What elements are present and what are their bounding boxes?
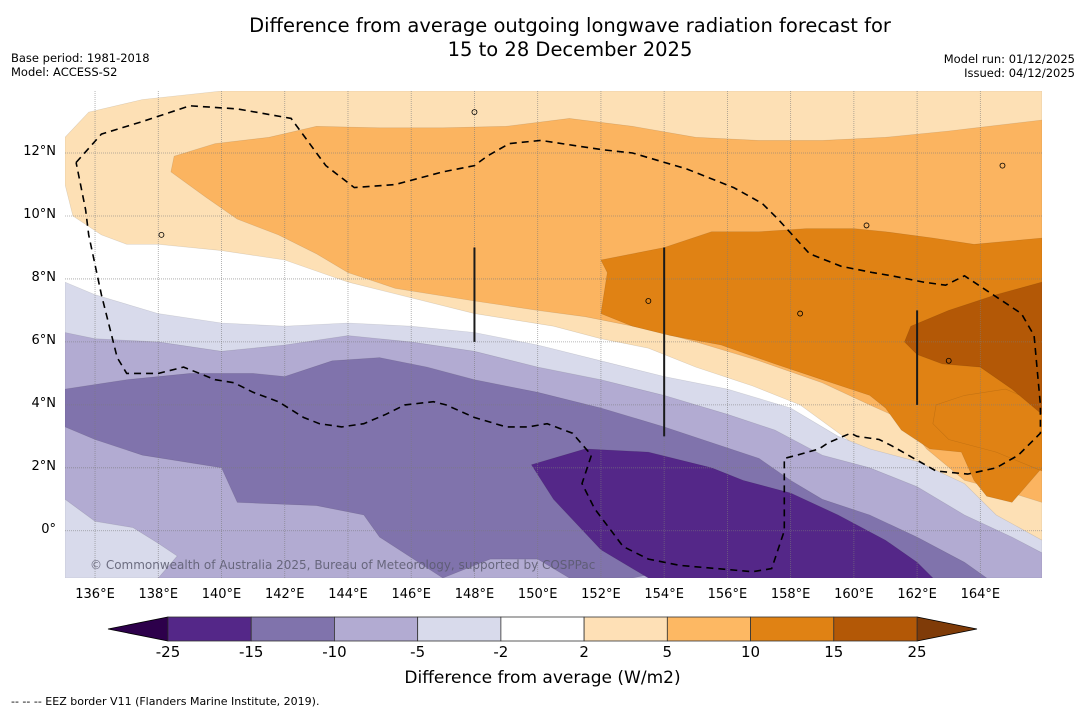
meta-left: Base period: 1981-2018 Model: ACCESS-S2: [11, 51, 150, 79]
longitude-tick-label: 164°E: [960, 587, 1001, 602]
colorbar-tick-label: -2: [493, 643, 509, 661]
model-run-date: Model run: 01/12/2025: [943, 52, 1075, 66]
colorbar-tick-label: 2: [579, 643, 589, 661]
title-line-1: Difference from average outgoing longwav…: [249, 14, 891, 37]
longitude-tick-label: 150°E: [517, 587, 558, 602]
contour-region: [600, 228, 1042, 503]
colorbar-tick-label: 5: [662, 643, 673, 661]
title-line-2: 15 to 28 December 2025: [447, 38, 693, 61]
longitude-tick-label: 156°E: [707, 587, 748, 602]
colorbar-tick-label: 10: [741, 643, 761, 661]
island-outline: [999, 162, 1006, 169]
contour-region: [65, 498, 178, 578]
eez-legend-footnote: -- -- -- EEZ border V11 (Flanders Marine…: [11, 695, 320, 708]
chart-title: Difference from average outgoing longwav…: [0, 14, 1085, 62]
latitude-tick-label: 12°N: [23, 144, 56, 160]
island-outline: [863, 222, 870, 229]
longitude-tick-label: 146°E: [391, 587, 431, 602]
longitude-tick-label: 144°E: [328, 587, 368, 602]
base-period: Base period: 1981-2018: [11, 51, 150, 65]
colorbar-segment: [583, 616, 668, 642]
longitude-tick-label: 160°E: [834, 587, 874, 602]
colorbar-segment: [250, 616, 335, 642]
eez-border: [75, 104, 1042, 573]
colorbar-segment: [833, 616, 918, 642]
colorbar-over-arrow: [916, 616, 978, 642]
island-outline: [797, 310, 804, 317]
colorbar-segment: [666, 616, 751, 642]
island-outline: [645, 298, 652, 304]
longitude-tick-label: 140°E: [201, 587, 242, 602]
colorbar-tick-label: 15: [824, 643, 844, 661]
copyright-notice: © Commonwealth of Australia 2025, Bureau…: [90, 558, 596, 572]
longitude-tick-label: 162°E: [897, 587, 937, 602]
issued-date: Issued: 04/12/2025: [964, 66, 1075, 80]
colorbar-segment: [334, 616, 419, 642]
island-outline: [158, 231, 165, 238]
colorbar-segment: [167, 616, 252, 642]
colorbar-title: Difference from average (W/m2): [404, 668, 681, 688]
longitude-tick-label: 136°E: [75, 587, 115, 602]
latitude-tick-label: 0°: [41, 521, 56, 537]
colorbar-tick-label: -15: [238, 643, 264, 661]
colorbar-segment: [500, 616, 585, 642]
model-name: Model: ACCESS-S2: [11, 65, 118, 79]
colorbar-tick-label: -10: [322, 643, 347, 661]
colorbar-segment: [417, 616, 502, 642]
longitude-tick-label: 152°E: [581, 587, 621, 602]
colorbar-tick-label: 25: [907, 643, 927, 661]
meta-right: Model run: 01/12/2025 Issued: 04/12/2025: [944, 52, 1075, 80]
longitude-tick-label: 158°E: [770, 587, 811, 602]
colorbar-under-arrow: [107, 616, 169, 642]
island-outline: [945, 357, 952, 364]
longitude-tick-label: 142°E: [264, 587, 305, 602]
colorbar-segment: [750, 616, 835, 642]
island-outline: [471, 109, 478, 115]
latitude-tick-label: 2°N: [31, 458, 57, 474]
longitude-tick-label: 138°E: [138, 587, 179, 602]
contour-region: [530, 448, 934, 578]
longitude-tick-label: 148°E: [454, 587, 495, 602]
latitude-tick-label: 6°N: [31, 332, 57, 348]
colorbar-tick-label: -5: [410, 643, 426, 661]
latitude-tick-label: 10°N: [23, 206, 56, 222]
colorbar-tick-label: -25: [155, 643, 181, 661]
latitude-tick-label: 8°N: [31, 269, 57, 285]
longitude-tick-label: 154°E: [644, 587, 684, 602]
latitude-tick-label: 4°N: [31, 395, 57, 411]
